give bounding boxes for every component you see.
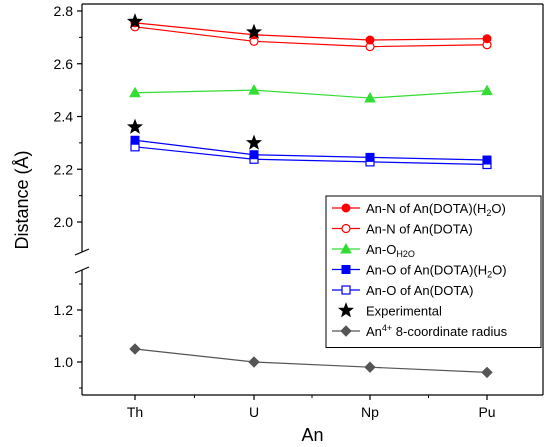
series-line-radius [134, 348, 488, 373]
point-ano_h2o-th [130, 135, 140, 145]
series-line-ann [134, 26, 488, 48]
point-radius-u [248, 356, 260, 368]
point-exp-u [245, 23, 263, 39]
legend-label: An-N of An(DOTA) [366, 222, 473, 237]
point-radius-np [364, 361, 376, 373]
legend-label: An4+ 8-coordinate radius [366, 323, 508, 339]
legend-marker [341, 285, 351, 295]
series-radius [129, 343, 493, 379]
y-tick-label: 1.2 [54, 302, 74, 318]
axis-break-mark-lower [74, 266, 90, 274]
point-radius-th [129, 343, 141, 355]
point-ano_h2o_w-np [364, 92, 376, 103]
legend-entry-ano_h2o: An-O of An(DOTA)(H2O) [332, 263, 507, 280]
y-tick-label: 2.6 [54, 56, 74, 72]
point-ann_h2o-pu [482, 34, 492, 44]
y-tick-label: 2.8 [54, 3, 74, 19]
axis-break-mark-upper [74, 248, 90, 256]
point-exp-u [245, 134, 263, 150]
legend-entry-ann_h2o: An-N of An(DOTA)(H2O) [332, 201, 506, 218]
series-line-ano [134, 146, 488, 166]
x-tick-label-np: Np [361, 404, 379, 420]
point-ano_h2o_w-th [129, 86, 141, 98]
series-ann [130, 22, 492, 52]
y-tick-label: 2.4 [54, 109, 74, 125]
legend-label: Experimental [366, 304, 442, 319]
series-line-ano_h2o_w [134, 89, 488, 99]
legend-entry-exp: Experimental [337, 302, 442, 319]
series-ann_h2o [130, 18, 492, 45]
point-ano_h2o-np [365, 152, 375, 162]
legend-box [325, 195, 542, 348]
y-axis-title: Distance (Å) [12, 150, 32, 249]
point-ano_h2o-pu [482, 155, 492, 165]
y-tick-label: 2.0 [54, 214, 74, 230]
series-ano_h2o [130, 135, 492, 165]
legend: An-N of An(DOTA)(H2O) An-N of An(DOTA) An-… [325, 195, 542, 348]
legend-entry-ano: An-O of An(DOTA) [332, 283, 473, 298]
legend-entry-ann: An-N of An(DOTA) [332, 222, 473, 237]
legend-label: An-O of An(DOTA) [366, 283, 473, 298]
legend-marker [341, 265, 351, 274]
point-ano_h2o_w-u [248, 84, 260, 95]
legend-marker [341, 223, 351, 234]
legend-label: An-OH2O [366, 242, 415, 259]
y-tick-label: 2.2 [54, 161, 74, 177]
series-line-ann_h2o [134, 22, 488, 41]
point-ann_h2o-np [365, 35, 375, 45]
y-tick-label: 1.0 [54, 354, 74, 370]
legend-marker [337, 302, 355, 318]
x-tick-label-th: Th [127, 404, 143, 420]
series-layer [126, 13, 493, 379]
legend-marker [341, 203, 351, 213]
legend-entry-radius: An4+ 8-coordinate radius [332, 323, 508, 339]
point-exp-th [126, 118, 144, 134]
legend-marker [340, 325, 352, 337]
series-line-ano_h2o [134, 139, 488, 161]
series-exp [126, 13, 263, 150]
legend-label: An-N of An(DOTA)(H2O) [366, 201, 506, 218]
point-ano_h2o_w-pu [481, 84, 493, 96]
axes: 2.0 2.2 2.4 2.6 2.8 1.0 1.2 Th U Np Pu [54, 3, 544, 420]
x-tick-label-u: U [249, 404, 259, 420]
point-ano_h2o-u [249, 150, 259, 160]
x-axis-title: An [301, 425, 323, 445]
point-radius-pu [481, 366, 493, 379]
x-tick-label-pu: Pu [478, 404, 495, 420]
series-ano_h2o_w [129, 84, 493, 103]
legend-marker [340, 242, 352, 254]
legend-label: An-O of An(DOTA)(H2O) [366, 263, 507, 280]
legend-entry-ano_h2o_w: An-OH2O [332, 242, 415, 259]
point-exp-th [126, 13, 144, 29]
